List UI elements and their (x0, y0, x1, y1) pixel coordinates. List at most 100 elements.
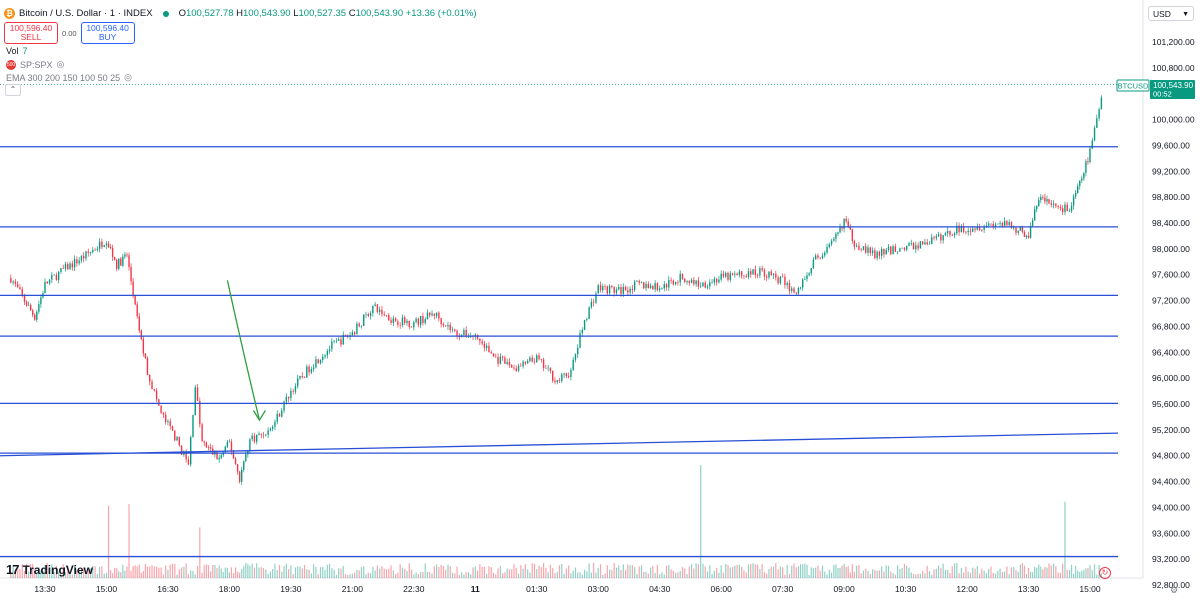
candle-body (819, 257, 821, 259)
volume-bar (205, 564, 207, 578)
volume-indicator[interactable]: Vol 7 (6, 46, 28, 56)
volume-bar (183, 566, 185, 578)
candle-body (835, 233, 837, 239)
currency-select[interactable]: USD ▼ (1148, 6, 1194, 21)
replay-icon[interactable]: ↻ (1099, 567, 1111, 579)
annotation-arrow[interactable] (226, 280, 261, 421)
candle-body (885, 249, 887, 255)
buy-button[interactable]: 100,596.40 BUY (80, 22, 135, 44)
candle-body (495, 356, 497, 358)
volume-bar (69, 573, 71, 578)
candle-body (185, 452, 187, 460)
volume-bar (89, 568, 92, 578)
candle-body (134, 295, 136, 305)
volume-bar (226, 567, 228, 578)
volume-bar (563, 573, 565, 578)
volume-bar (447, 564, 449, 578)
volume-bar (326, 564, 328, 578)
volume-bar (92, 565, 94, 578)
volume-bar (492, 572, 495, 578)
candle-body (64, 264, 67, 269)
candle-body (797, 287, 800, 294)
eye-icon[interactable]: ◎ (124, 72, 132, 82)
volume-bar (406, 570, 408, 578)
candle-body (552, 370, 554, 381)
candle-body (1081, 178, 1083, 181)
candle-body (483, 343, 486, 348)
candle-body (887, 246, 890, 250)
candle-body (153, 389, 155, 391)
volume-bar (775, 563, 777, 578)
candle-body (501, 356, 504, 358)
candle-body (160, 405, 162, 413)
eye-icon[interactable]: ◎ (56, 59, 65, 69)
ema-indicator[interactable]: EMA 300 200 150 100 50 25 ◎ (6, 72, 132, 83)
volume-bar (536, 569, 538, 578)
candle-body (1048, 199, 1050, 204)
candle-body (98, 241, 101, 249)
candle-body (786, 283, 788, 286)
volume-bar (269, 571, 271, 578)
tradingview-logo[interactable]: 17 TradingView (6, 562, 93, 577)
volume-bar (210, 571, 212, 578)
volume-bar (770, 566, 772, 578)
volume-bar (283, 565, 285, 578)
volume-bar (294, 567, 297, 578)
candle-body (241, 469, 243, 482)
volume-bar (622, 564, 624, 578)
y-tick-label: 99,600.00 (1152, 140, 1190, 150)
trend-line[interactable] (0, 432, 1119, 457)
gear-icon[interactable]: ⚙ (1170, 585, 1179, 595)
candle-body (581, 329, 583, 334)
volume-bar (804, 563, 806, 578)
volume-bar (910, 572, 912, 578)
candle-body (53, 274, 55, 276)
volume-bar (28, 571, 30, 578)
collapse-legend-button[interactable]: ⌃ (5, 84, 21, 96)
candle-body (149, 375, 151, 382)
spx-indicator[interactable]: 500 SP:SPX ◎ (6, 59, 65, 70)
candle-body (860, 249, 862, 251)
sell-button[interactable]: 100,596.40 SELL (4, 22, 58, 44)
candle-body (228, 441, 231, 443)
volume-bar (388, 568, 390, 578)
volume-bar (374, 570, 376, 578)
candle-body (351, 332, 354, 336)
candle-body (1072, 196, 1075, 206)
volume-bar (997, 570, 999, 578)
volume-bar (262, 568, 265, 578)
candle-body (921, 241, 924, 245)
candle-body (34, 314, 36, 320)
volume-bar (146, 566, 149, 578)
volume-bar (435, 564, 438, 578)
symbol-title[interactable]: Bitcoin / U.S. Dollar · 1 · INDEX (19, 8, 153, 19)
candle-body (690, 279, 693, 283)
candle-body (1017, 230, 1019, 233)
volume-bar (1083, 569, 1085, 578)
volume-bar (85, 573, 87, 578)
candle-body (276, 413, 278, 422)
candle-body (16, 283, 19, 288)
candle-body (876, 251, 878, 259)
candle-body (12, 281, 14, 283)
volume-bar (181, 567, 183, 578)
candle-body (851, 229, 854, 242)
candle-body (1006, 221, 1008, 226)
candle-body (779, 276, 782, 284)
volume-bar (73, 565, 76, 578)
candle-body (659, 288, 661, 290)
candle-body (894, 246, 897, 252)
volume-bar (372, 566, 374, 578)
candle-body (772, 273, 775, 276)
volume-bar (821, 565, 824, 578)
x-tick-label: 11 (471, 584, 480, 594)
candle-body (906, 245, 908, 250)
volume-bar (107, 505, 110, 578)
candle-body (1038, 200, 1040, 207)
candle-body (793, 288, 795, 293)
volume-bar (358, 570, 360, 578)
candle-body (926, 242, 928, 245)
candle-body (522, 361, 524, 367)
